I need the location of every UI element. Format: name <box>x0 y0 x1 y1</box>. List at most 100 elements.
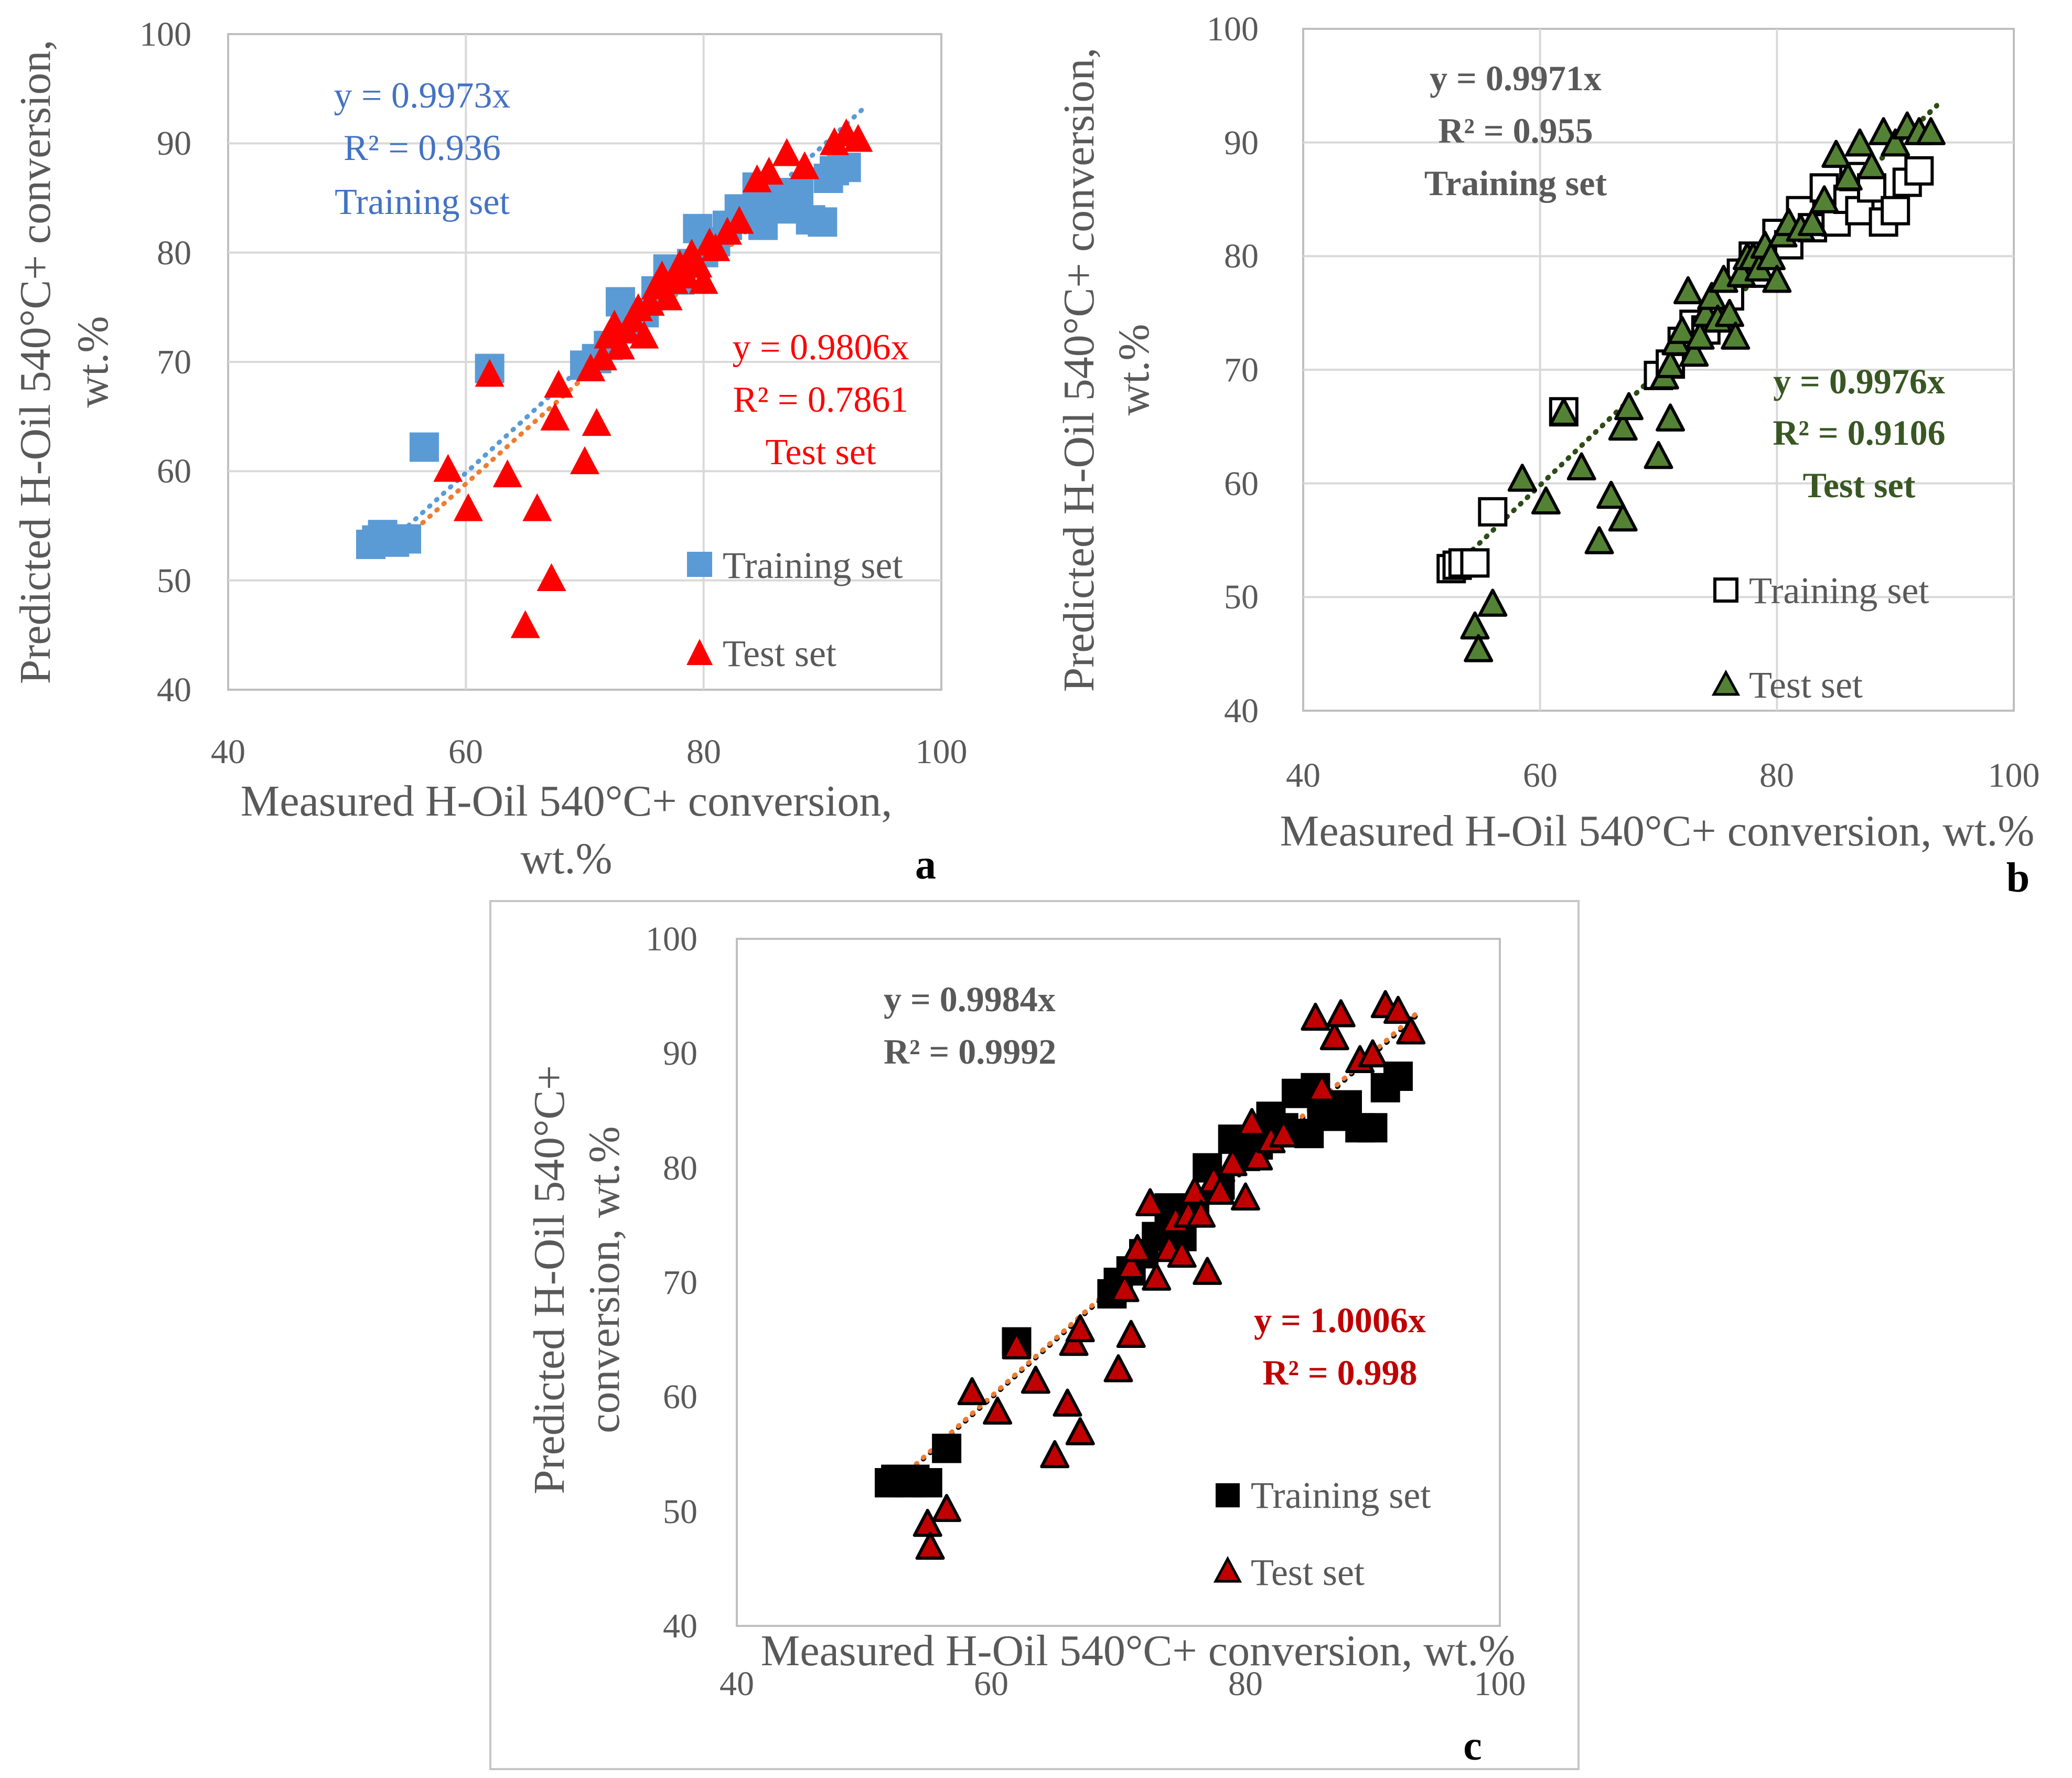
test-point <box>492 459 522 488</box>
panel-b-x-ticks: 40 60 80 100 <box>1286 756 2040 795</box>
y-tick-label: 90 <box>1224 124 1259 162</box>
test-point <box>1673 276 1703 305</box>
test-point <box>1667 316 1697 344</box>
test-point <box>1231 1182 1260 1211</box>
panel-b-training-caption: Training set <box>1424 163 1607 203</box>
test-point <box>790 151 820 179</box>
legend-label: Test set <box>1749 664 1863 706</box>
y-tick-label: 80 <box>157 234 191 272</box>
test-point <box>544 370 574 398</box>
panel-b-test-caption: Test set <box>1803 465 1916 505</box>
test-point <box>510 610 540 638</box>
legend-label: Training set <box>1749 570 1929 612</box>
test-point <box>1065 1314 1095 1343</box>
panel-c-x-axis-title: Measured H-Oil 540°C+ conversion, wt.% <box>761 1626 1516 1675</box>
test-point <box>1608 503 1638 532</box>
test-point <box>1116 1251 1146 1279</box>
x-tick-label: 40 <box>720 1665 754 1703</box>
test-point <box>983 1396 1013 1425</box>
x-tick-label: 60 <box>448 733 483 771</box>
test-point <box>1845 128 1875 157</box>
training-point <box>808 207 838 237</box>
legend-label: Training set <box>723 544 903 586</box>
test-point <box>1685 322 1715 350</box>
panel-b-chart: 40 50 60 70 80 90 100 40 60 80 100 y = 0… <box>1055 10 2040 901</box>
y-tick-label: 70 <box>1224 351 1259 389</box>
y-tick-label: 80 <box>663 1149 697 1187</box>
panel-c-data-points <box>875 990 1426 1560</box>
legend-marker-square <box>1713 577 1738 603</box>
x-tick-label: 60 <box>974 1665 1008 1703</box>
panel-c-y-ticks: 40 50 60 70 80 90 100 <box>646 920 697 1645</box>
panel-b-test-r2: R² = 0.9106 <box>1773 413 1945 453</box>
test-point <box>540 402 570 431</box>
x-tick-label: 80 <box>1228 1665 1263 1703</box>
panel-c-y-axis-title: Predicted H-Oil 540°C+ <box>525 1065 574 1494</box>
test-point <box>1857 151 1886 179</box>
panel-a-training-equation: y = 0.9973x <box>334 76 511 116</box>
legend-marker-square <box>1216 1483 1240 1507</box>
test-point <box>1614 392 1644 421</box>
test-point <box>1103 1354 1133 1383</box>
test-point <box>742 164 772 192</box>
test-point <box>1809 185 1839 213</box>
training-point <box>1460 548 1490 578</box>
test-point <box>1549 398 1579 426</box>
training-point <box>410 432 439 462</box>
training-point <box>392 524 421 554</box>
test-point <box>1464 634 1494 662</box>
legend-label: Test set <box>723 633 836 674</box>
test-point <box>1269 1119 1298 1148</box>
panel-c-chart: 40 50 60 70 80 90 100 40 60 80 100 y = 0… <box>489 900 1580 1770</box>
test-point <box>1135 1188 1165 1216</box>
y-tick-label: 50 <box>663 1493 697 1531</box>
test-point <box>754 156 784 185</box>
y-tick-label: 60 <box>663 1378 697 1416</box>
test-point <box>1193 1257 1222 1285</box>
y-tick-label: 90 <box>663 1034 697 1073</box>
test-point <box>1715 298 1744 327</box>
test-point <box>1881 128 1910 157</box>
legend-marker-triangle <box>686 639 713 665</box>
training-point <box>1383 1062 1413 1091</box>
panel-a-y-ticks: 40 50 60 70 80 90 100 <box>139 15 191 709</box>
panel-label-c: c <box>1463 1723 1482 1769</box>
y-tick-label: 70 <box>663 1263 697 1302</box>
panel-b-training-r2: R² = 0.955 <box>1438 111 1593 151</box>
test-point <box>1656 350 1685 378</box>
legend-marker-square <box>687 552 712 577</box>
panel-c-plot-area <box>736 938 1501 1627</box>
x-tick-label: 80 <box>686 733 721 771</box>
test-point <box>570 446 599 475</box>
test-point <box>932 1494 962 1522</box>
legend-marker-triangle <box>1711 669 1741 696</box>
y-tick-label: 40 <box>157 671 191 709</box>
panel-c-y-axis-title-line2: conversion, wt.% <box>580 1126 629 1433</box>
test-point <box>1608 412 1638 441</box>
test-point <box>1301 1002 1330 1031</box>
panel-b-y-axis-title-line2: wt.% <box>1110 324 1158 416</box>
x-tick-label: 80 <box>1759 756 1794 795</box>
panel-a-annotations: y = 0.9973x R² = 0.936 Training set y = … <box>334 76 909 473</box>
training-point <box>1358 1113 1388 1143</box>
test-point <box>588 342 617 371</box>
test-point <box>1478 588 1508 617</box>
test-point <box>522 493 552 521</box>
test-point <box>1326 999 1356 1027</box>
panel-a-x-axis-title-line2: wt.% <box>521 834 613 883</box>
x-tick-label: 100 <box>1474 1665 1526 1703</box>
test-point <box>1021 1365 1050 1394</box>
test-point <box>1762 264 1792 293</box>
test-point <box>1065 1417 1095 1445</box>
y-tick-label: 60 <box>157 452 191 490</box>
panel-c-test-equation: y = 1.0006x <box>1254 1300 1426 1340</box>
test-point <box>1142 1262 1172 1291</box>
panel-a-x-axis-title: Measured H-Oil 540°C+ conversion, <box>241 777 893 826</box>
test-point <box>653 282 683 310</box>
test-point <box>1756 242 1786 271</box>
test-trendline <box>899 1010 1420 1479</box>
test-point <box>1383 995 1413 1024</box>
training-point <box>784 178 813 208</box>
training-point <box>1294 1119 1324 1149</box>
test-point <box>1040 1440 1070 1469</box>
